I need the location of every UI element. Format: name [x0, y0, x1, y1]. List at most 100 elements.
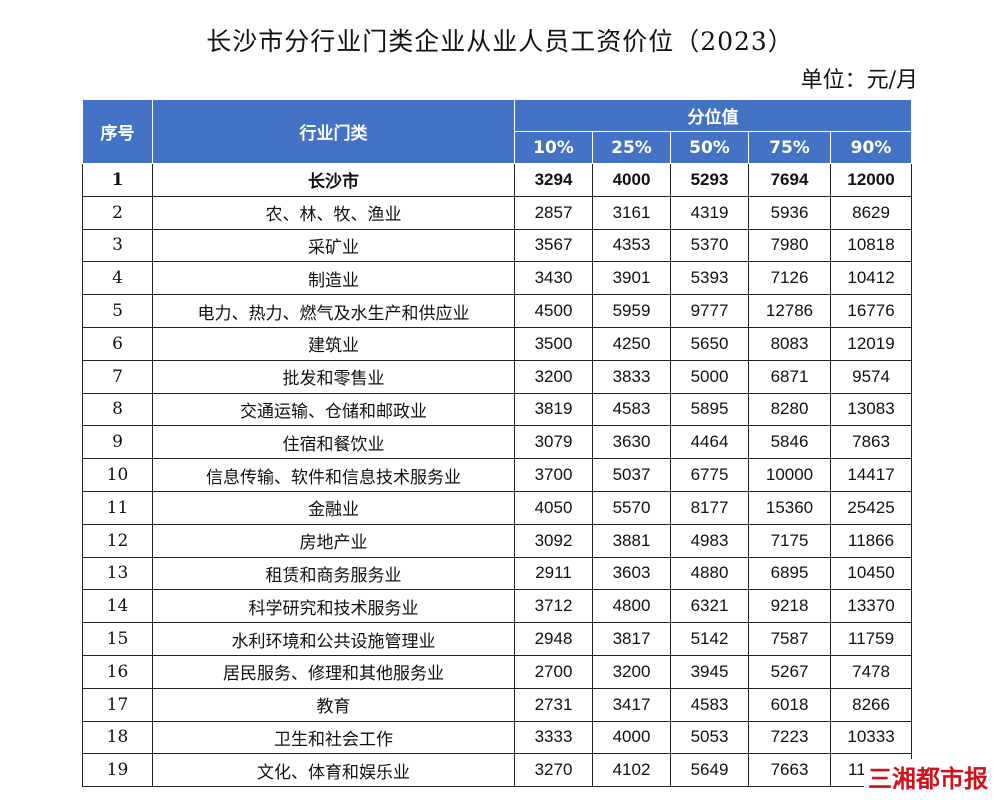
table-row: 3 采矿业 3567 4353 5370 7980 10818 [82, 228, 913, 263]
wage-value: 3092 [514, 523, 593, 558]
wage-value: 11866 [829, 523, 913, 558]
industry-name: 农、林、牧、渔业 [152, 195, 515, 230]
wage-value: 5936 [748, 195, 831, 230]
wage-value: 5037 [592, 458, 671, 492]
table-row: 12 房地产业 3092 3881 4983 7175 11866 [82, 523, 913, 558]
wage-value: 4250 [592, 326, 671, 361]
wage-value: 6895 [748, 556, 831, 591]
industry-name: 教育 [152, 687, 515, 722]
row-index: 18 [82, 720, 153, 755]
wage-value: 5142 [670, 622, 749, 656]
table-row: 16 居民服务、修理和其他服务业 2700 3200 3945 5267 7478 [82, 654, 913, 689]
row-index: 12 [82, 523, 153, 558]
wage-value: 4464 [670, 425, 749, 460]
row-index: 17 [82, 687, 153, 722]
wage-value: 4050 [514, 490, 593, 525]
row-index: 15 [82, 622, 153, 656]
wage-value: 3200 [592, 654, 671, 689]
row-index: 16 [82, 654, 153, 689]
wage-value: 3817 [592, 622, 671, 656]
header-percentile: 25% [592, 131, 671, 164]
wage-value: 7223 [748, 720, 831, 755]
row-index: 4 [82, 261, 153, 296]
table-row: 15 水利环境和公共设施管理业 2948 3817 5142 7587 11759 [82, 622, 913, 656]
industry-name: 租赁和商务服务业 [152, 556, 515, 591]
industry-name: 制造业 [152, 261, 515, 296]
row-index: 14 [82, 589, 153, 624]
table-row: 18 卫生和社会工作 3333 4000 5053 7223 10333 [82, 720, 913, 755]
table-row: 6 建筑业 3500 4250 5650 8083 12019 [82, 326, 913, 361]
wage-value: 14417 [829, 458, 913, 492]
wage-value: 10333 [829, 720, 913, 755]
wage-value: 12000 [829, 163, 913, 197]
wage-value: 7863 [829, 425, 913, 460]
industry-name: 建筑业 [152, 326, 515, 361]
row-index: 3 [82, 228, 153, 263]
wage-table: 序号 行业门类 分位值 10% 25% 50% 75% 90% 1 长沙市 3294 4000… [82, 99, 913, 788]
row-index: 1 [82, 163, 153, 197]
wage-value: 10000 [748, 458, 831, 492]
row-index: 5 [82, 294, 153, 328]
industry-name: 金融业 [152, 490, 515, 525]
wage-value: 5959 [592, 294, 671, 328]
wage-value: 8083 [748, 326, 831, 361]
wage-value: 3417 [592, 687, 671, 722]
table-row: 2 农、林、牧、渔业 2857 3161 4319 5936 8629 [82, 195, 913, 230]
wage-value: 5293 [670, 163, 749, 197]
wage-value: 6321 [670, 589, 749, 624]
page-title: 长沙市分行业门类企业从业人员工资价位（2023） [206, 27, 794, 56]
wage-value: 9574 [829, 359, 913, 394]
wage-value: 7587 [748, 622, 831, 656]
wage-value: 3712 [514, 589, 593, 624]
table-row: 17 教育 2731 3417 4583 6018 8266 [82, 687, 913, 722]
industry-name: 电力、热力、燃气及水生产和供应业 [152, 294, 515, 328]
header-percentile: 90% [829, 131, 913, 164]
wage-value: 3700 [514, 458, 593, 492]
wage-value: 4583 [592, 392, 671, 427]
wage-value: 2911 [514, 556, 593, 591]
wage-value: 7980 [748, 228, 831, 263]
wage-value: 4880 [670, 556, 749, 591]
wage-value: 3630 [592, 425, 671, 460]
table-body: 1 长沙市 3294 4000 5293 7694 12000 2 农、林、牧、渔业 2857 31… [82, 163, 913, 788]
row-index: 9 [82, 425, 153, 460]
row-index: 7 [82, 359, 153, 394]
wage-value: 2948 [514, 622, 593, 656]
wage-value: 8266 [829, 687, 913, 722]
wage-value: 4353 [592, 228, 671, 263]
wage-value: 4500 [514, 294, 593, 328]
row-index: 19 [82, 753, 153, 788]
wage-value: 3270 [514, 753, 593, 788]
wage-value: 10450 [829, 556, 913, 591]
wage-value: 13083 [829, 392, 913, 427]
wage-value: 4000 [592, 163, 671, 197]
wage-value: 2857 [514, 195, 593, 230]
table-row: 14 科学研究和技术服务业 3712 4800 6321 9218 13370 [82, 589, 913, 624]
row-index: 2 [82, 195, 153, 230]
wage-value: 3945 [670, 654, 749, 689]
wage-value: 3567 [514, 228, 593, 263]
wage-value: 10412 [829, 261, 913, 296]
industry-name: 居民服务、修理和其他服务业 [152, 654, 515, 689]
header-percentile-group: 分位值 [513, 99, 913, 132]
table-row: 13 租赁和商务服务业 2911 3603 4880 6895 10450 [82, 556, 913, 591]
wage-value: 11759 [829, 622, 913, 656]
table-row: 10 信息传输、软件和信息技术服务业 3700 5037 6775 10000 14417 [82, 458, 913, 492]
wage-value: 2731 [514, 687, 593, 722]
wage-value: 3333 [514, 720, 593, 755]
table-row: 8 交通运输、仓储和邮政业 3819 4583 5895 8280 13083 [82, 392, 913, 427]
wage-value: 7126 [748, 261, 831, 296]
industry-name: 信息传输、软件和信息技术服务业 [152, 458, 515, 492]
wage-value: 5393 [670, 261, 749, 296]
wage-value: 9777 [670, 294, 749, 328]
unit-label: 单位：元/月 [800, 68, 918, 93]
wage-value: 5846 [748, 425, 831, 460]
wage-value: 12786 [748, 294, 831, 328]
table-header: 序号 行业门类 分位值 10% 25% 50% 75% 90% [82, 99, 913, 164]
wage-value: 4583 [670, 687, 749, 722]
wage-value: 4800 [592, 589, 671, 624]
wage-value: 2700 [514, 654, 593, 689]
table-row: 4 制造业 3430 3901 5393 7126 10412 [82, 261, 913, 296]
wage-value: 4983 [670, 523, 749, 558]
wage-value: 3161 [592, 195, 671, 230]
